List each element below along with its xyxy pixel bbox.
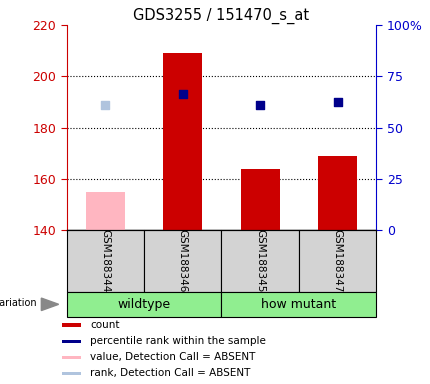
Bar <box>299 230 376 292</box>
Text: count: count <box>90 320 120 330</box>
Text: GSM188344: GSM188344 <box>100 229 111 293</box>
Bar <box>62 323 81 327</box>
Text: how mutant: how mutant <box>261 298 336 311</box>
Point <box>257 101 264 108</box>
Polygon shape <box>41 298 58 311</box>
Text: GSM188346: GSM188346 <box>178 229 188 293</box>
Bar <box>86 192 125 230</box>
Bar <box>221 230 299 292</box>
Bar <box>67 292 221 317</box>
Text: value, Detection Call = ABSENT: value, Detection Call = ABSENT <box>90 352 255 362</box>
Text: GSM188345: GSM188345 <box>255 229 265 293</box>
Bar <box>221 292 376 317</box>
Bar <box>241 169 280 230</box>
Title: GDS3255 / 151470_s_at: GDS3255 / 151470_s_at <box>133 7 310 23</box>
Point <box>179 91 186 98</box>
Text: GSM188347: GSM188347 <box>332 229 343 293</box>
Text: rank, Detection Call = ABSENT: rank, Detection Call = ABSENT <box>90 368 251 379</box>
Bar <box>144 230 221 292</box>
Bar <box>62 339 81 343</box>
Bar <box>67 230 144 292</box>
Bar <box>62 356 81 359</box>
Text: genotype/variation: genotype/variation <box>0 298 37 308</box>
Bar <box>318 156 357 230</box>
Text: percentile rank within the sample: percentile rank within the sample <box>90 336 266 346</box>
Bar <box>163 53 202 230</box>
Bar <box>62 372 81 375</box>
Text: wildtype: wildtype <box>117 298 171 311</box>
Point <box>102 101 109 108</box>
Point <box>334 99 341 105</box>
